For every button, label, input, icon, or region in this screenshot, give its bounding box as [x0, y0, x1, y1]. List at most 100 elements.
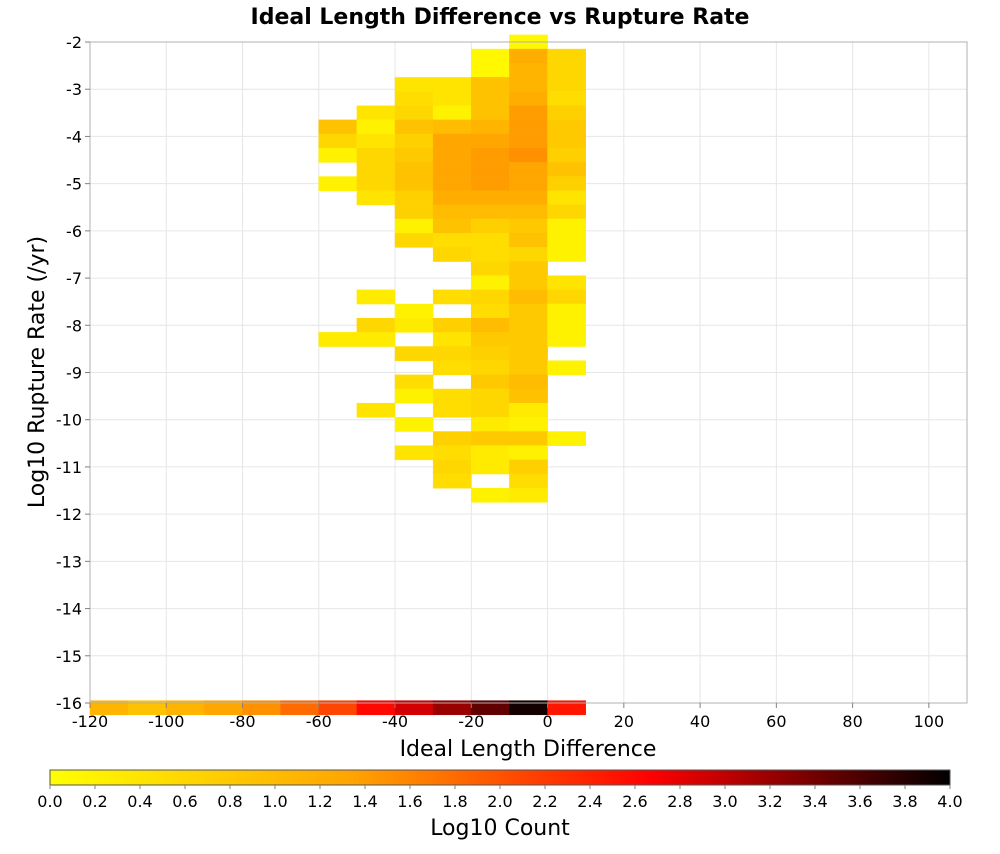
- heatmap-cell: [471, 374, 510, 390]
- heatmap-cell: [509, 176, 548, 191]
- heatmap-cell: [547, 289, 586, 305]
- heatmap-cell: [394, 204, 434, 220]
- heatmap-cell: [547, 91, 586, 106]
- heatmap-cell: [509, 133, 548, 149]
- heatmap-cell: [509, 332, 548, 347]
- y-tick-label: -12: [56, 505, 82, 524]
- heatmap-cell: [471, 332, 510, 347]
- heatmap-cell: [471, 360, 510, 376]
- heatmap-cell: [547, 218, 586, 234]
- colorbar-tick-label: 1.2: [307, 792, 332, 811]
- y-tick-label: -15: [56, 647, 82, 666]
- heatmap-cell: [356, 190, 396, 206]
- heatmap-cell: [471, 431, 510, 446]
- heatmap-cell: [471, 48, 510, 64]
- heatmap-cell: [471, 91, 510, 106]
- heatmap-cell: [547, 204, 586, 220]
- y-tick-label: -7: [66, 269, 82, 288]
- heatmap-cell: [394, 119, 434, 135]
- heatmap-cell: [394, 77, 434, 92]
- heatmap-cell: [432, 247, 472, 262]
- colorbar-tick-label: 2.8: [667, 792, 692, 811]
- heatmap-cell: [471, 346, 510, 361]
- heatmap-cell: [509, 445, 548, 461]
- heatmap-cell: [432, 133, 472, 149]
- heatmap-cell: [432, 218, 472, 234]
- colorbar-tick-label: 3.6: [847, 792, 872, 811]
- heatmap-cell: [547, 303, 586, 319]
- heatmap-cell: [432, 190, 472, 206]
- heatmap-cell: [394, 346, 434, 361]
- heatmap-cell: [432, 459, 472, 475]
- heatmap-cell: [432, 473, 472, 489]
- heatmap-cell: [318, 176, 358, 191]
- heatmap-cell: [394, 105, 434, 121]
- heatmap-cell: [318, 133, 358, 149]
- colorbar-tick-label: 0.4: [127, 792, 152, 811]
- heatmap-cell: [509, 204, 548, 220]
- heatmap-cell: [509, 190, 548, 206]
- y-tick-label: -6: [66, 222, 82, 241]
- heatmap-cell: [432, 176, 472, 191]
- heatmap-cell: [356, 105, 396, 121]
- x-tick-label: -40: [382, 712, 408, 731]
- colorbar-tick-label: 1.0: [262, 792, 287, 811]
- heatmap-cell: [547, 105, 586, 121]
- heatmap-cell: [471, 317, 510, 333]
- heatmap-cell: [394, 133, 434, 149]
- heatmap-cell: [394, 303, 434, 319]
- heatmap-cell: [432, 119, 472, 135]
- heatmap-cell: [318, 119, 358, 135]
- heatmap-cell: [547, 190, 586, 206]
- y-axis-ticks: -2 -3 -4 -5 -6 -7 -8 -9 -10 -11 -12 -13 -14 -15 -16: [56, 33, 90, 713]
- heatmap-cell: [509, 303, 548, 319]
- heatmap-cell: [432, 289, 472, 305]
- heatmap-cell: [509, 402, 548, 418]
- x-tick-label: 20: [614, 712, 634, 731]
- colorbar-ticks: 0.0 0.2 0.4 0.6 0.8 1.0 1.2 1.4 1.6 1.8 2.0 2.2 2.4 2…: [37, 785, 963, 811]
- y-tick-label: -16: [56, 694, 82, 713]
- colorbar-tick-label: 4.0: [937, 792, 962, 811]
- heatmap-cell: [432, 445, 472, 461]
- heatmap-cell: [471, 417, 510, 432]
- y-tick-label: -13: [56, 552, 82, 571]
- heatmap-cell: [547, 48, 586, 64]
- heatmap-cell: [509, 431, 548, 446]
- heatmap-cell: [509, 218, 548, 234]
- colorbar-tick-label: 3.8: [892, 792, 917, 811]
- colorbar-tick-label: 3.2: [757, 792, 782, 811]
- heatmap-cell: [547, 133, 586, 149]
- colorbar-tick-label: 1.8: [442, 792, 467, 811]
- heatmap-cell: [471, 190, 510, 206]
- heatmap-cell: [509, 247, 548, 262]
- y-tick-label: -11: [56, 458, 82, 477]
- colorbar-tick-label: 1.6: [397, 792, 422, 811]
- heatmap-cell: [471, 147, 510, 163]
- heatmap-cell: [547, 119, 586, 135]
- chart-title: Ideal Length Difference vs Rupture Rate: [251, 5, 750, 30]
- heatmap-cell: [547, 162, 586, 177]
- heatmap-cell: [432, 402, 472, 418]
- colorbar-tick-label: 2.6: [622, 792, 647, 811]
- heatmap-cells: [89, 34, 586, 716]
- heatmap-cell: [432, 346, 472, 361]
- heatmap-cell: [509, 289, 548, 305]
- heatmap-cell: [471, 105, 510, 121]
- heatmap-cell: [394, 232, 434, 248]
- heatmap-cell: [547, 275, 586, 291]
- heatmap-cell: [432, 232, 472, 248]
- heatmap-cell: [547, 332, 586, 347]
- heatmap-cell: [432, 91, 472, 106]
- heatmap-cell: [509, 388, 548, 404]
- heatmap-cell: [394, 162, 434, 177]
- heatmap-cell: [509, 417, 548, 432]
- heatmap-cell: [471, 62, 510, 78]
- heatmap-cell: [471, 162, 510, 177]
- heatmap-cell: [432, 147, 472, 163]
- x-tick-label: -100: [148, 712, 184, 731]
- colorbar-tick-label: 3.4: [802, 792, 827, 811]
- heatmap-cell: [471, 176, 510, 191]
- heatmap-cell: [547, 147, 586, 163]
